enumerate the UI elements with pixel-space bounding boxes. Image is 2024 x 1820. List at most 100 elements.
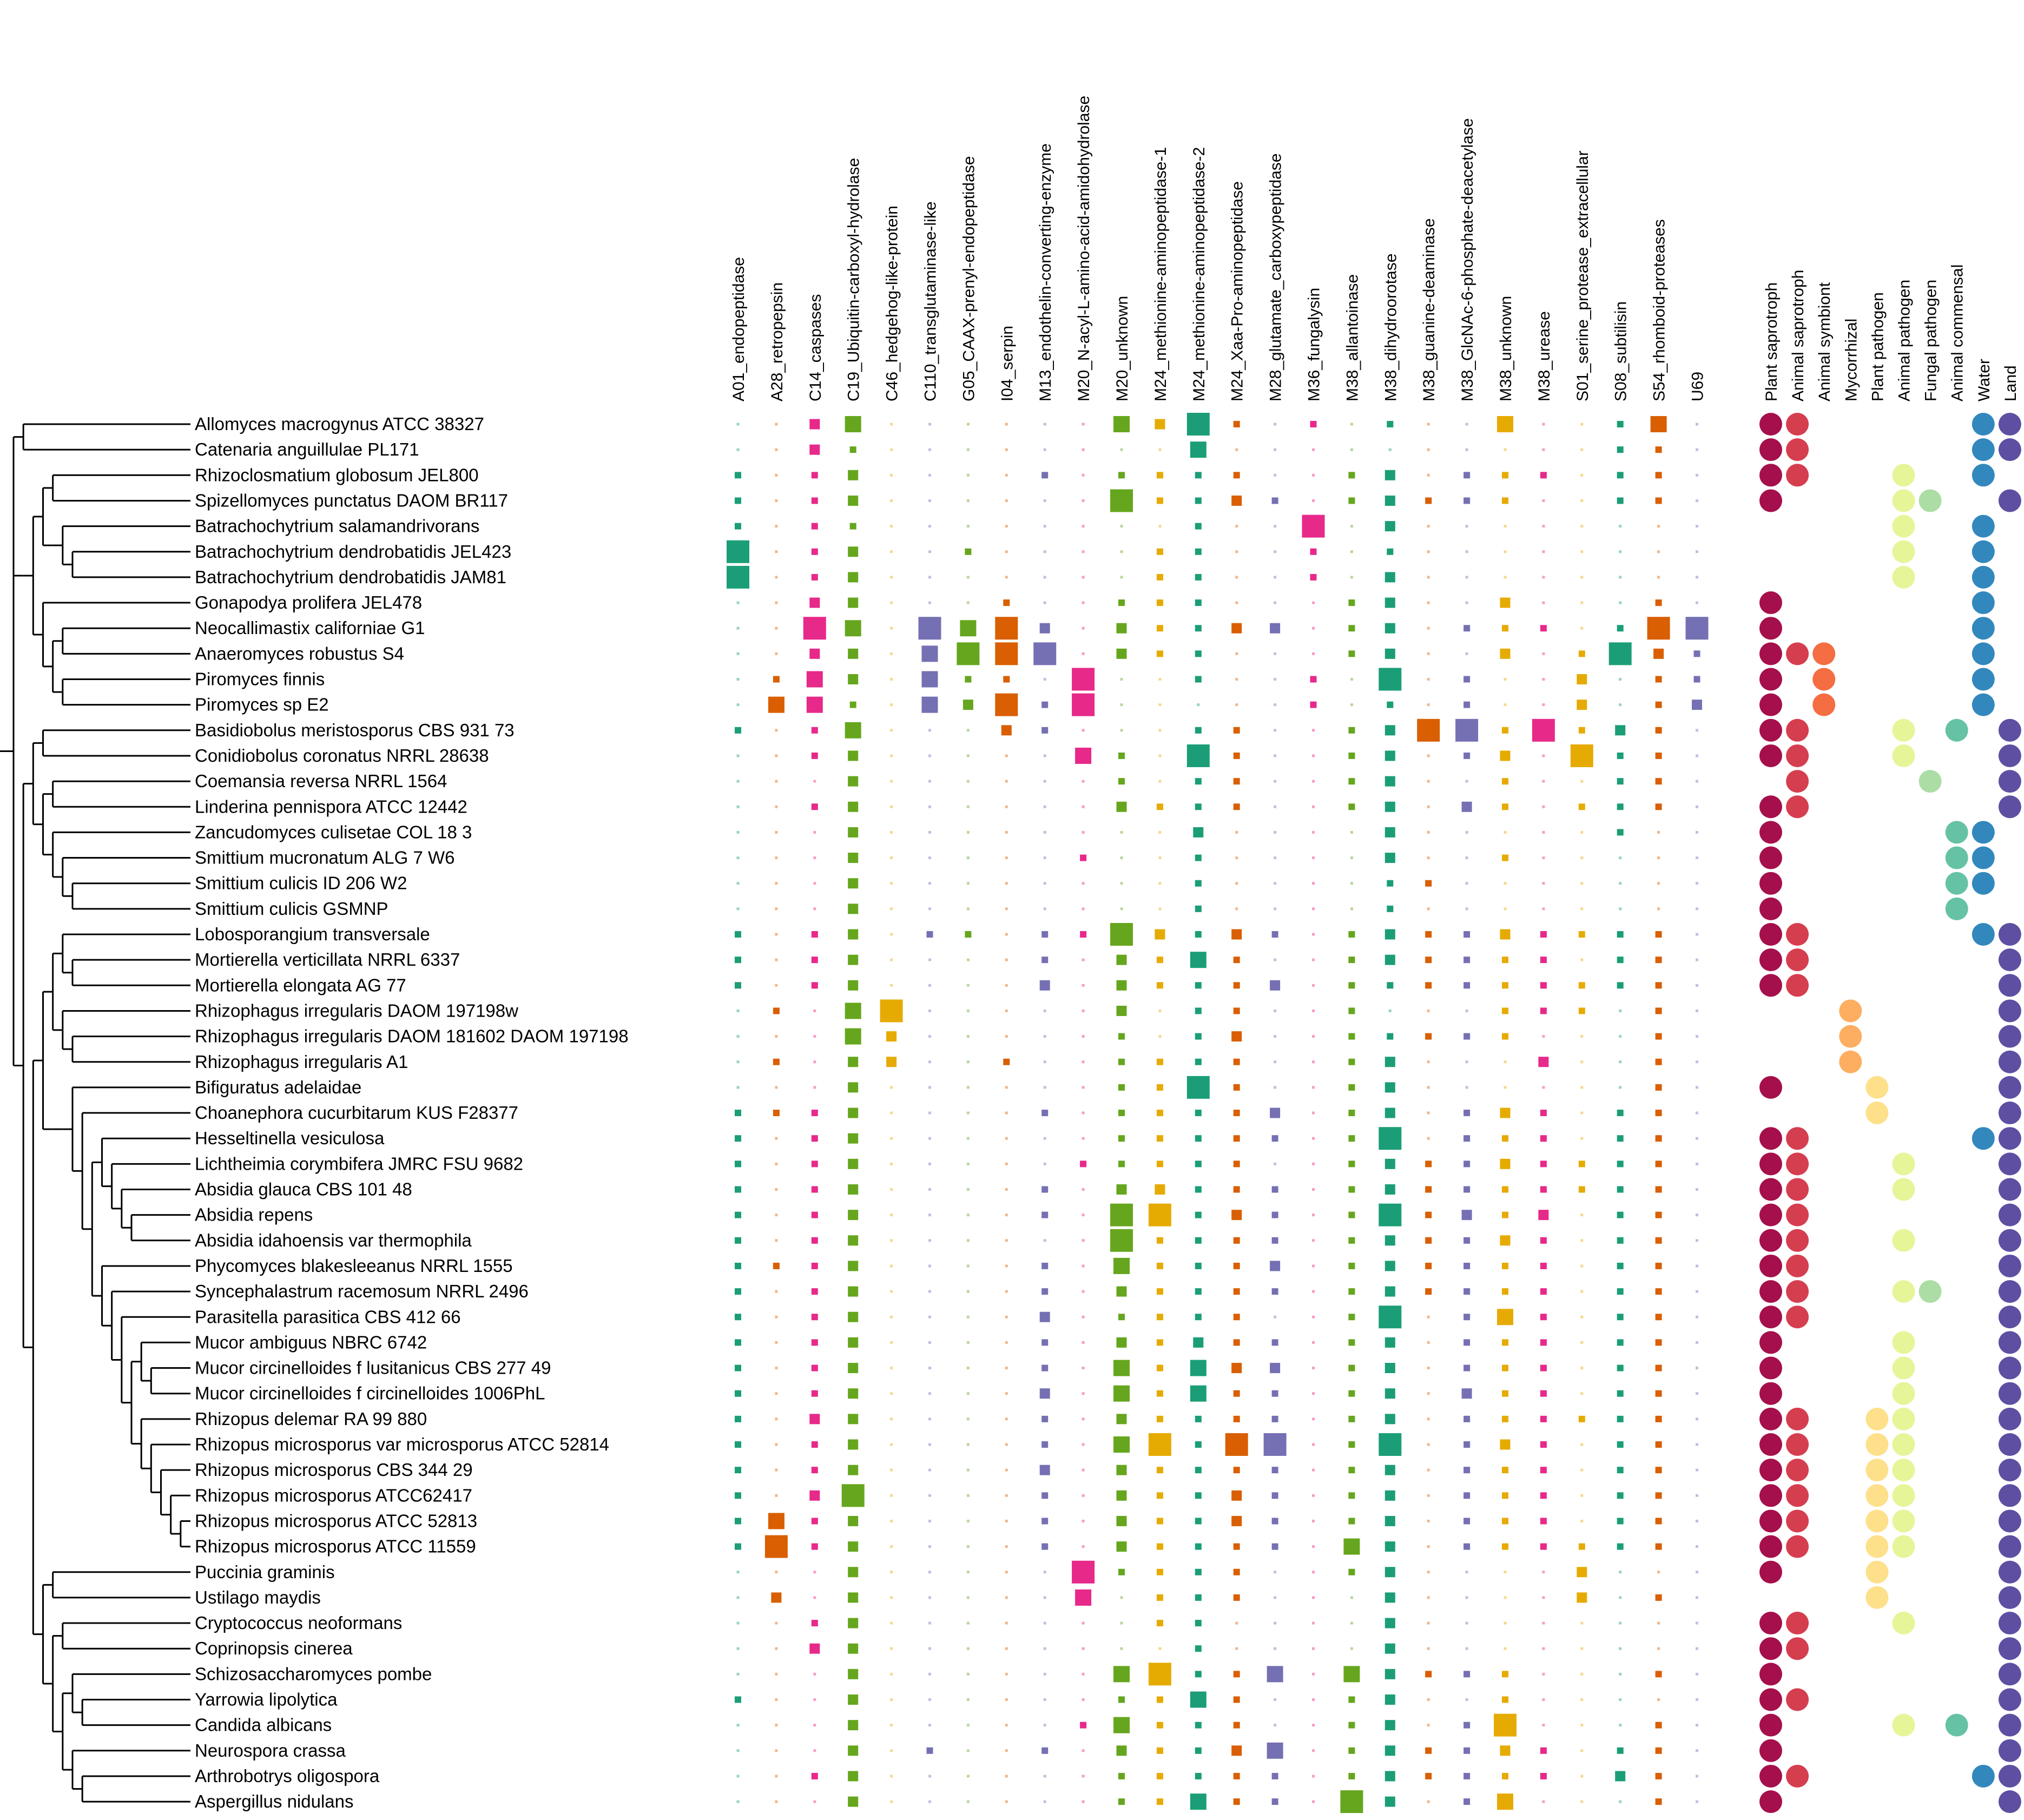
abundance-square (1274, 907, 1277, 911)
trait-circle (1786, 1229, 1809, 1252)
abundance-square (1156, 1415, 1163, 1422)
abundance-square (1655, 472, 1662, 479)
abundance-square (1082, 1749, 1085, 1752)
abundance-square (1312, 1162, 1315, 1165)
abundance-square (1195, 625, 1202, 632)
abundance-square (1195, 1543, 1202, 1550)
abundance-square (1617, 497, 1624, 504)
abundance-square (1195, 1314, 1202, 1321)
abundance-square (1387, 905, 1394, 912)
abundance-square (1190, 1793, 1207, 1810)
abundance-square (1233, 1110, 1240, 1117)
abundance-square (1195, 1135, 1202, 1142)
trait-circle (1759, 795, 1782, 819)
abundance-square (1233, 1007, 1240, 1014)
abundance-square (1580, 1264, 1584, 1268)
abundance-square (1696, 907, 1698, 911)
abundance-square (775, 1239, 778, 1242)
abundance-square (928, 576, 931, 579)
abundance-square (1082, 576, 1085, 579)
abundance-square (1425, 1772, 1432, 1779)
abundance-square (1692, 700, 1702, 710)
trait-header: Plant pathogen (1869, 292, 1887, 401)
abundance-square (1350, 856, 1353, 860)
abundance-square (1465, 1060, 1468, 1064)
trait-circle (1786, 1127, 1809, 1150)
abundance-square (1385, 572, 1395, 583)
abundance-square (1082, 550, 1085, 553)
abundance-square (1463, 1798, 1471, 1805)
abundance-square (1696, 601, 1698, 604)
taxon-label: Basidiobolus meristosporus CBS 931 73 (195, 720, 515, 740)
taxon-label: Piromyces sp E2 (195, 695, 329, 715)
taxon-label: Piromyces finnis (195, 669, 325, 689)
abundance-square (1082, 1035, 1085, 1038)
abundance-square (811, 803, 818, 810)
abundance-square (1312, 1137, 1315, 1140)
abundance-square (928, 1239, 931, 1242)
abundance-square (1082, 601, 1085, 604)
abundance-square (1274, 448, 1277, 451)
abundance-square (1274, 652, 1277, 655)
abundance-square (1195, 599, 1202, 606)
abundance-square (775, 627, 778, 630)
abundance-square (966, 805, 970, 808)
abundance-square (1425, 1186, 1432, 1193)
abundance-square (1617, 421, 1624, 427)
abundance-square (1427, 780, 1430, 783)
abundance-square (966, 1724, 970, 1727)
column-header: M38_GlcNAc-6-phosphate-deacetylase (1459, 118, 1476, 401)
abundance-square (1463, 1033, 1471, 1040)
abundance-square (1195, 497, 1202, 504)
abundance-square (1696, 1775, 1698, 1778)
abundance-square (1005, 550, 1008, 553)
abundance-square (1118, 1135, 1125, 1142)
abundance-square (890, 856, 893, 860)
abundance-square (1540, 1364, 1547, 1371)
abundance-square (1580, 1060, 1584, 1064)
abundance-square (813, 1571, 816, 1574)
abundance-square (848, 1771, 859, 1782)
abundance-square (1005, 1519, 1008, 1522)
abundance-square (1118, 1568, 1125, 1575)
abundance-square (736, 1800, 740, 1803)
abundance-square (1271, 1798, 1278, 1805)
abundance-square (1190, 1385, 1207, 1402)
abundance-square (1463, 1110, 1471, 1117)
abundance-square (1082, 1315, 1085, 1318)
abundance-square (735, 1110, 741, 1117)
abundance-square (775, 1800, 778, 1803)
abundance-square (1156, 957, 1163, 964)
abundance-square (995, 617, 1018, 640)
abundance-square (1267, 1742, 1283, 1759)
trait-circle (1972, 1127, 1995, 1150)
abundance-square (1655, 1772, 1662, 1779)
taxon-label: Lobosporangium transversale (195, 924, 430, 944)
abundance-square (1312, 499, 1315, 502)
abundance-square (811, 472, 818, 479)
abundance-square (1005, 1417, 1008, 1421)
trait-circle (1892, 1459, 1915, 1482)
abundance-square (1655, 1518, 1662, 1525)
abundance-square (1504, 703, 1507, 707)
abundance-square (1158, 525, 1162, 528)
abundance-square (1542, 550, 1545, 553)
abundance-square (1312, 627, 1315, 630)
abundance-square (1195, 931, 1202, 938)
abundance-square (890, 958, 893, 961)
abundance-square (1043, 1800, 1046, 1803)
abundance-square (736, 1571, 740, 1574)
trait-circle (1972, 846, 1995, 869)
abundance-square (1348, 931, 1355, 938)
trait-circle (1972, 413, 1995, 436)
abundance-square (735, 1135, 741, 1142)
trait-circle (1759, 1178, 1782, 1201)
abundance-square (1619, 1596, 1622, 1599)
abundance-square (890, 499, 893, 502)
abundance-square (890, 525, 893, 528)
abundance-square (1425, 880, 1432, 887)
abundance-square (1427, 1367, 1430, 1370)
abundance-square (1655, 1237, 1662, 1244)
abundance-square (1005, 1214, 1008, 1217)
abundance-square (1082, 627, 1085, 630)
